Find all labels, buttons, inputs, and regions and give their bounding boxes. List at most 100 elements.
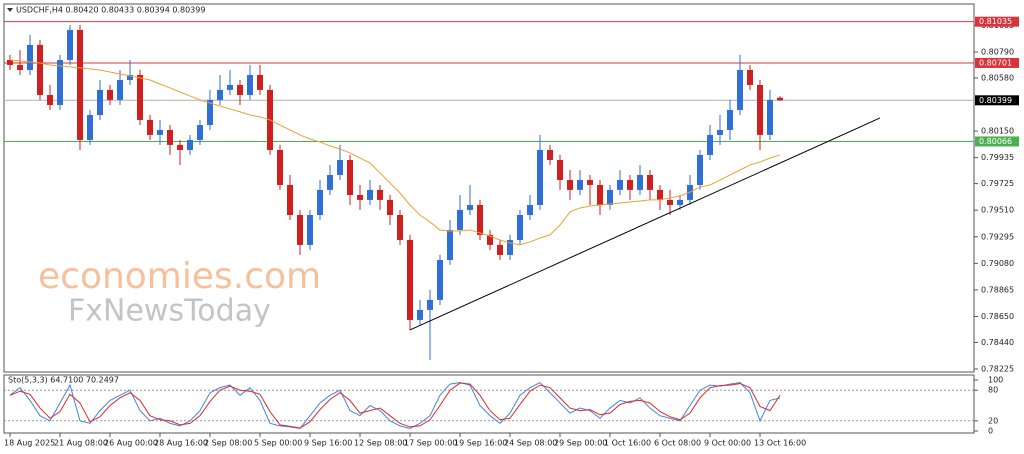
level-label-box	[975, 57, 1019, 68]
candle-body	[497, 244, 503, 255]
candle-body	[187, 139, 193, 150]
candle-body	[67, 29, 73, 61]
candle-body	[577, 180, 583, 190]
candle-body	[327, 174, 333, 190]
level-label: 0.80066	[979, 137, 1012, 146]
candle-body	[467, 204, 473, 210]
y-tick-label: 0.79725	[981, 179, 1014, 188]
candle-body	[607, 189, 613, 205]
candle-body	[87, 115, 93, 140]
candle-body	[457, 209, 463, 230]
moving-average	[9, 59, 781, 246]
chart-title: USDCHF,H4 0.80420 0.80433 0.80394 0.8039…	[16, 6, 205, 15]
level-label: 0.81035	[979, 17, 1012, 26]
stochastic-line	[9, 382, 781, 429]
candle-body	[437, 259, 443, 300]
x-tick-label: 1 Oct 16:00	[604, 439, 651, 448]
candle-body	[237, 84, 243, 95]
level-label: 0.80701	[979, 58, 1012, 67]
candle-body	[397, 215, 403, 240]
candle-body	[727, 109, 733, 130]
candle-body	[477, 204, 483, 235]
y2-tick-label: 100	[988, 376, 1003, 385]
candle-body	[137, 74, 143, 120]
candle-body	[557, 159, 563, 181]
x-tick-label: 29 Sep 00:00	[554, 439, 607, 448]
y-tick-label: 0.79935	[981, 153, 1014, 162]
candle-body	[277, 149, 283, 185]
candle-body	[647, 174, 653, 190]
candle-body	[27, 44, 33, 71]
candle-body	[737, 70, 743, 110]
candle-body	[567, 180, 573, 190]
candle-body	[407, 239, 413, 320]
candle-body	[197, 125, 203, 140]
candle-body	[707, 134, 713, 155]
x-tick-label: 21 Aug 08:00	[54, 439, 108, 448]
candle-body	[287, 184, 293, 216]
x-tick-label: 6 Oct 08:00	[654, 439, 701, 448]
watermark: FxNewsToday	[68, 294, 271, 329]
y-tick-label: 0.78650	[981, 312, 1014, 321]
candle-body	[487, 234, 493, 245]
main-panel	[3, 3, 975, 373]
candle-body	[417, 309, 423, 320]
candle-body	[347, 159, 353, 195]
candle-body	[587, 180, 593, 185]
x-tick-label: 18 Aug 2025	[4, 439, 55, 448]
candle-body	[177, 144, 183, 150]
candle-body	[597, 184, 603, 205]
y-tick-label: 0.80580	[981, 73, 1014, 82]
x-tick-label: 9 Oct 00:00	[704, 439, 751, 448]
candle-body	[247, 74, 253, 95]
candle-body	[447, 229, 453, 260]
candle-body	[337, 159, 343, 175]
candle-body	[527, 204, 533, 216]
candle-body	[37, 44, 43, 95]
x-tick-label: 19 Sep 16:00	[454, 439, 507, 448]
candle-body	[307, 215, 313, 245]
candle-body	[147, 119, 153, 135]
candle-body	[387, 199, 393, 216]
candle-body	[97, 89, 103, 116]
indicator-title: Sto(5,3,3) 64.7100 70.2497	[8, 376, 119, 385]
candle-body	[507, 239, 513, 255]
candle-body	[17, 64, 23, 71]
candle-body	[677, 199, 683, 205]
x-tick-label: 17 Sep 00:00	[404, 439, 457, 448]
x-tick-label: 24 Sep 08:00	[504, 439, 557, 448]
candle-body	[627, 180, 633, 190]
candle-body	[747, 70, 753, 85]
candle-body	[227, 84, 233, 90]
trendline	[409, 117, 881, 331]
stochastic-line	[9, 381, 781, 429]
candle-body	[297, 215, 303, 245]
candle-body	[427, 299, 433, 310]
x-tick-label: 12 Sep 08:00	[354, 439, 407, 448]
candle-body	[217, 89, 223, 100]
level-label-box	[975, 95, 1019, 106]
y-tick-label: 0.80790	[981, 47, 1014, 56]
candle-body	[157, 129, 163, 135]
candle-body	[167, 129, 173, 145]
candle-body	[637, 174, 643, 190]
candle-body	[77, 29, 83, 140]
candle-body	[357, 194, 363, 200]
y-tick-label: 0.79510	[981, 206, 1014, 215]
candle-body	[667, 199, 673, 205]
x-tick-label: 28 Aug 16:00	[154, 439, 208, 448]
candle-body	[57, 60, 63, 105]
menu-icon[interactable]	[7, 8, 13, 12]
candle-body	[377, 189, 383, 200]
candle-body	[717, 129, 723, 135]
x-tick-label: 5 Sep 00:00	[254, 439, 302, 448]
y2-tick-label: 20	[988, 416, 998, 425]
x-tick-label: 13 Oct 16:00	[754, 439, 806, 448]
candle-body	[537, 149, 543, 205]
y-tick-label: 0.79080	[981, 259, 1014, 268]
candle-body	[317, 189, 323, 216]
level-label-box	[975, 16, 1019, 27]
candle-body	[47, 94, 53, 105]
y-tick-label: 0.78440	[981, 338, 1014, 347]
